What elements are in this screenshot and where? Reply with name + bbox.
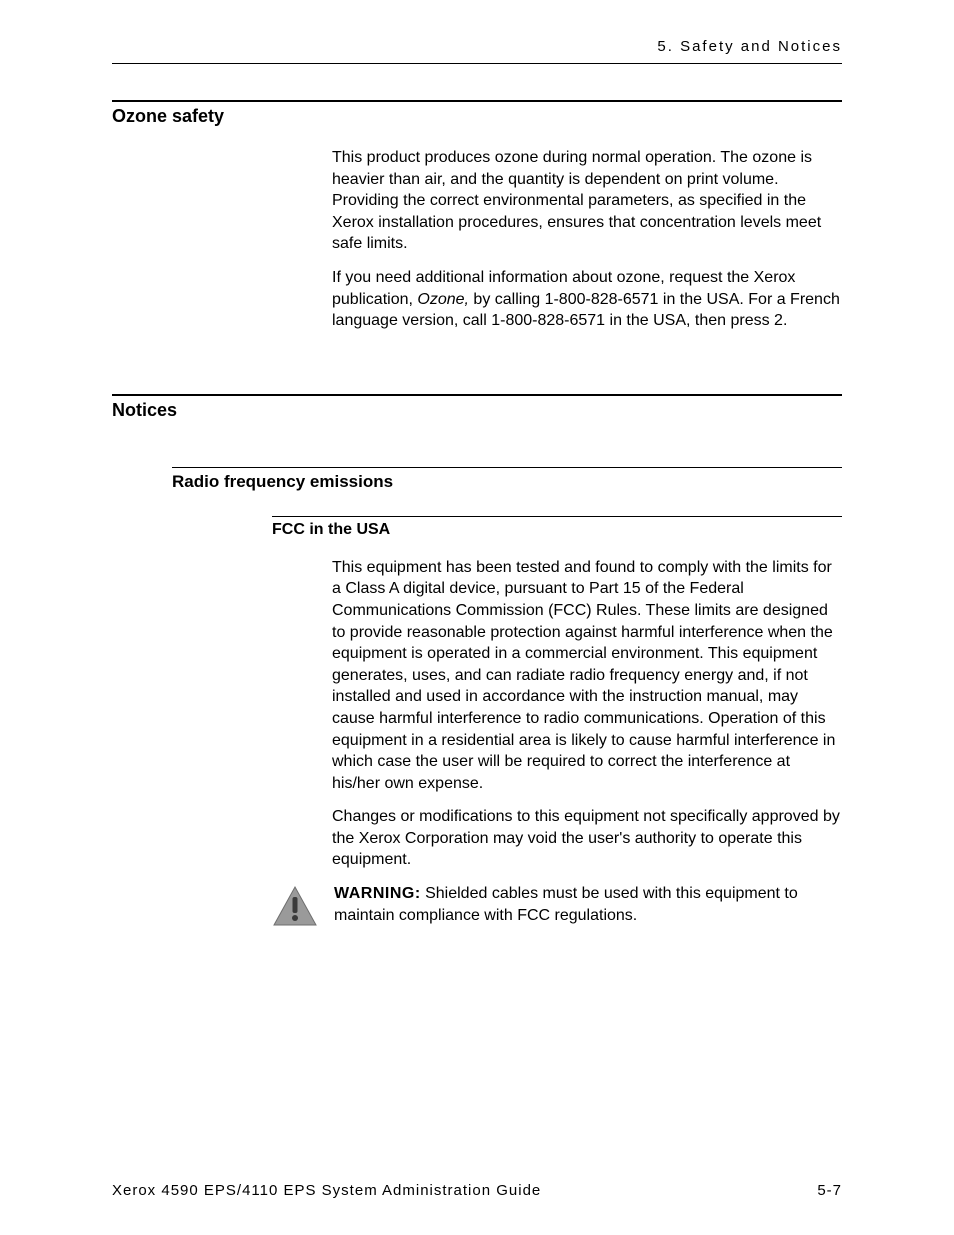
running-header: 5. Safety and Notices — [112, 38, 842, 55]
warning-icon — [272, 885, 318, 927]
header-rule — [112, 63, 842, 64]
ozone-para-1: This product produces ozone during norma… — [332, 147, 842, 255]
section-notices-heading: Notices — [112, 400, 842, 421]
fcc-para-1: This equipment has been tested and found… — [332, 557, 842, 795]
footer-left: Xerox 4590 EPS/4110 EPS System Administr… — [112, 1182, 541, 1199]
fcc-para-2: Changes or modifications to this equipme… — [332, 806, 842, 871]
ozone-body: This product produces ozone during norma… — [332, 147, 842, 332]
page-footer: Xerox 4590 EPS/4110 EPS System Administr… — [112, 1182, 842, 1199]
ozone-para-2: If you need additional information about… — [332, 267, 842, 332]
section-ozone-heading-area: Ozone safety — [112, 100, 842, 127]
radio-heading-area: Radio frequency emissions — [172, 467, 842, 492]
fcc-body: This equipment has been tested and found… — [332, 557, 842, 871]
fcc-heading-area: FCC in the USA — [272, 516, 842, 539]
section-notices-heading-area: Notices — [112, 394, 842, 421]
warning-row: WARNING: Shielded cables must be used wi… — [272, 883, 842, 927]
fcc-heading: FCC in the USA — [272, 521, 842, 539]
warning-text-block: WARNING: Shielded cables must be used wi… — [334, 883, 842, 926]
section-ozone-heading: Ozone safety — [112, 106, 842, 127]
warning-label: WARNING: — [334, 885, 421, 902]
footer-right: 5-7 — [817, 1182, 842, 1199]
radio-heading: Radio frequency emissions — [172, 472, 842, 492]
ozone-para-2-italic: Ozone, — [417, 291, 469, 308]
